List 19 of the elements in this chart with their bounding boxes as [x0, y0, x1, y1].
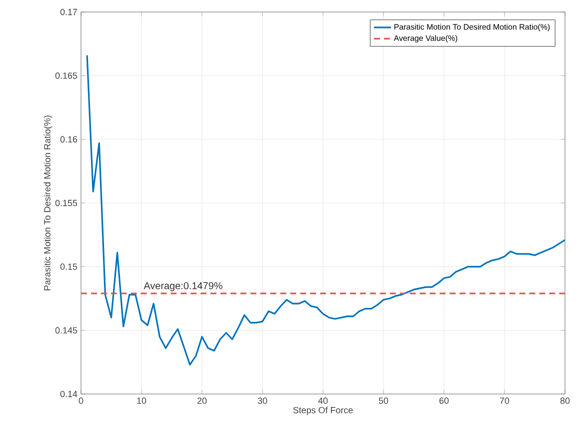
y-tick-label: 0.145: [55, 327, 78, 334]
x-tick-label: 40: [318, 398, 328, 404]
x-tick-label: 10: [137, 398, 146, 404]
annotation: Average:0.1479%: [144, 282, 222, 292]
x-tick-label: 70: [500, 398, 510, 404]
x-tick-label: 30: [258, 398, 268, 404]
y-axis-title: Parasitic Motion To Desired Motion Ratio(%): [44, 116, 52, 290]
y-tick-label: 0.14: [60, 390, 78, 398]
y-tick-label: 0.165: [55, 72, 78, 79]
y-tick-label: 0.16: [60, 136, 78, 143]
x-tick-label: 80: [560, 398, 570, 404]
x-tick-label: 20: [197, 398, 207, 404]
y-tick-label: 0.15: [60, 263, 78, 270]
x-tick-label: 0: [78, 398, 84, 404]
x-tick-label: 60: [439, 398, 449, 404]
x-tick-label: 50: [378, 398, 388, 404]
y-tick-label: 0.155: [55, 200, 78, 206]
x-axis-title: Steps Of Force: [293, 406, 353, 416]
y-tick-label: 0.17: [60, 8, 78, 16]
